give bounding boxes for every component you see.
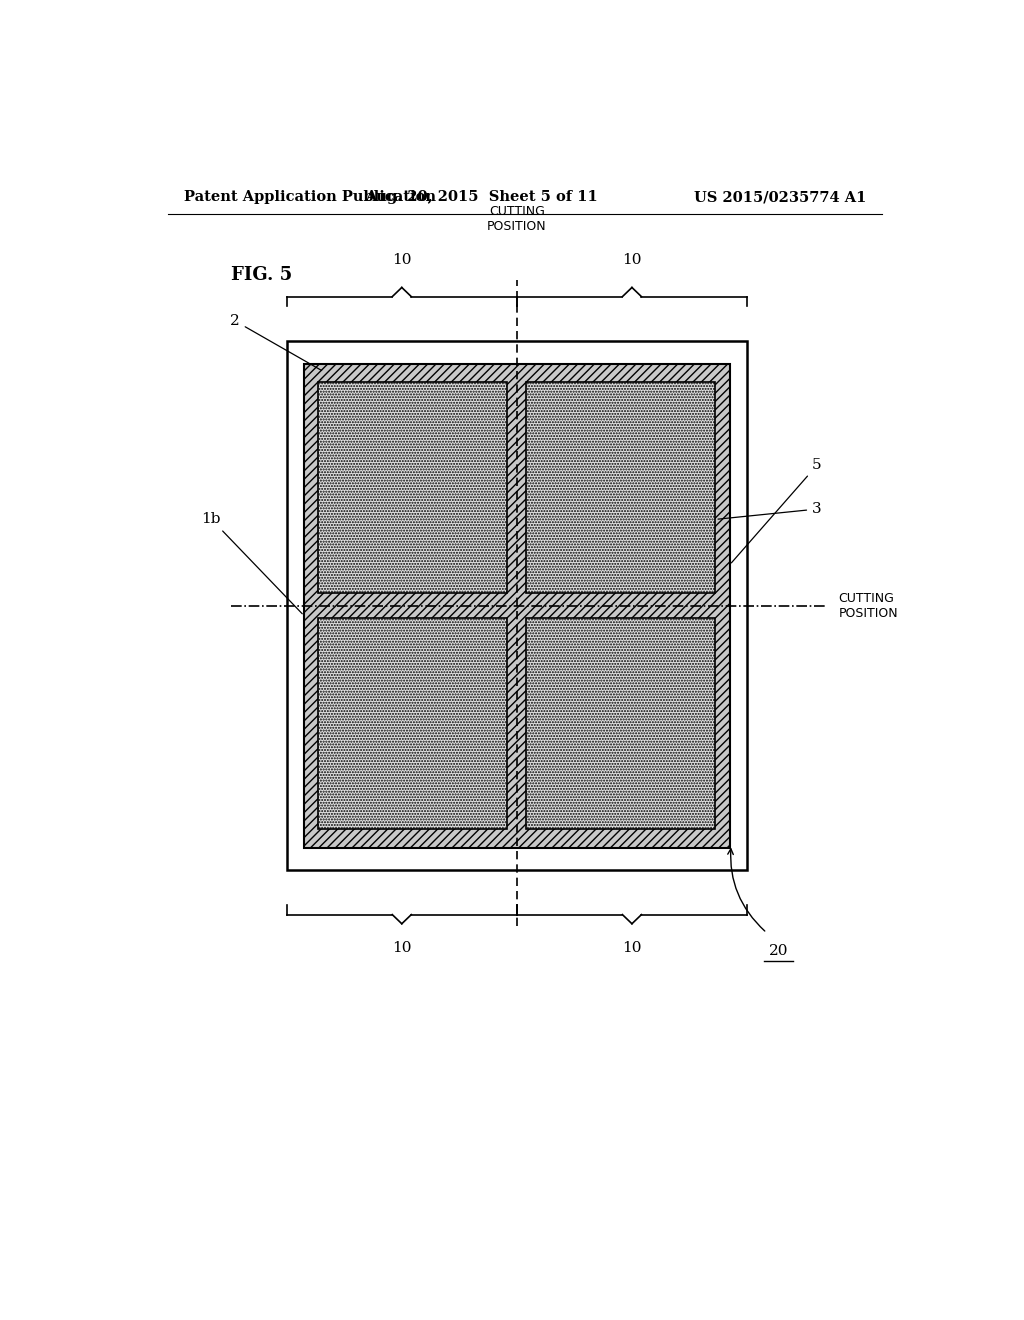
Text: Aug. 20, 2015  Sheet 5 of 11: Aug. 20, 2015 Sheet 5 of 11 — [365, 190, 598, 205]
Bar — [526, 381, 715, 594]
Text: 10: 10 — [623, 253, 642, 267]
Bar — [304, 364, 729, 847]
Bar — [287, 342, 748, 870]
Text: CUTTING
POSITION: CUTTING POSITION — [487, 205, 547, 232]
Bar — [526, 618, 715, 829]
Text: FIG. 5: FIG. 5 — [231, 267, 293, 284]
Text: 10: 10 — [623, 941, 642, 956]
Text: CUTTING
POSITION: CUTTING POSITION — [839, 591, 898, 619]
Text: 1b: 1b — [202, 512, 302, 614]
Bar — [318, 618, 507, 829]
Text: 10: 10 — [392, 253, 412, 267]
Text: 2: 2 — [230, 314, 322, 371]
FancyArrowPatch shape — [728, 849, 765, 931]
Text: US 2015/0235774 A1: US 2015/0235774 A1 — [693, 190, 866, 205]
Text: 5: 5 — [731, 458, 821, 562]
Bar — [526, 618, 715, 829]
Text: 20: 20 — [769, 944, 788, 958]
Text: 10: 10 — [392, 941, 412, 956]
Bar — [318, 381, 507, 594]
Text: 3: 3 — [718, 502, 821, 519]
Bar — [526, 381, 715, 594]
Text: Patent Application Publication: Patent Application Publication — [183, 190, 435, 205]
Bar — [318, 381, 507, 594]
Bar — [318, 618, 507, 829]
Bar — [304, 364, 729, 847]
